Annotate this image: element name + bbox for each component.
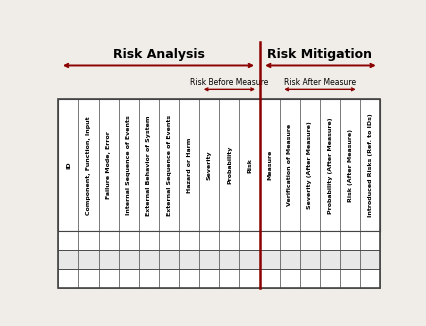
Text: Severity: Severity [206, 150, 211, 180]
Text: Risk: Risk [247, 158, 251, 173]
Text: Risk Analysis: Risk Analysis [113, 48, 204, 61]
Text: Risk Before Measure: Risk Before Measure [190, 78, 268, 87]
Text: Hazard or Harm: Hazard or Harm [186, 138, 191, 193]
Text: Verification of Measure: Verification of Measure [287, 124, 291, 206]
Text: Measure: Measure [267, 150, 271, 181]
Text: Severity (After Measure): Severity (After Measure) [307, 121, 312, 209]
Text: Risk Mitigation: Risk Mitigation [267, 48, 371, 61]
Text: Risk (After Measure): Risk (After Measure) [347, 129, 352, 202]
Text: Failure Mode, Error: Failure Mode, Error [106, 131, 111, 199]
Text: ID: ID [66, 161, 71, 169]
Text: External Behavior of System: External Behavior of System [146, 115, 151, 215]
Text: External Sequence of Events: External Sequence of Events [166, 115, 171, 216]
Text: Internal Sequence of Events: Internal Sequence of Events [126, 115, 131, 215]
Bar [58, 250, 380, 269]
Bar [58, 231, 380, 250]
Bar [58, 269, 380, 288]
Text: Component, Function, Input: Component, Function, Input [86, 116, 91, 215]
Text: Risk After Measure: Risk After Measure [283, 78, 355, 87]
Text: Probability: Probability [226, 146, 231, 185]
Bar [58, 99, 380, 288]
Text: Probability (After Measure): Probability (After Measure) [327, 117, 332, 214]
Text: Introduced Risks (Ref. to IDs): Introduced Risks (Ref. to IDs) [367, 113, 372, 217]
Bar [58, 99, 380, 231]
